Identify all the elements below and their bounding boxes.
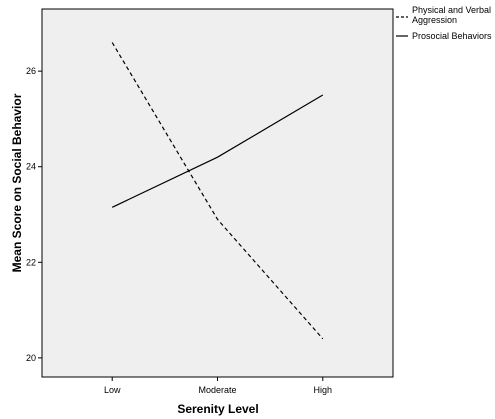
y-tick-label: 26 (26, 66, 36, 76)
y-tick-label: 24 (26, 162, 36, 172)
x-tick-label: Moderate (198, 385, 236, 395)
series-line (111, 42, 324, 340)
x-tick-label: High (314, 385, 333, 395)
x-axis-ticks: Low Moderate High (104, 377, 332, 395)
y-axis-title: Mean Score on Social Behavior (10, 93, 24, 272)
x-axis-title: Serenity Level (177, 402, 258, 416)
y-tick-label: 22 (26, 257, 36, 267)
x-tick-label: Low (104, 385, 121, 395)
legend: Physical and Verbal Aggression Prosocial B… (396, 5, 492, 41)
y-tick-label: 20 (26, 353, 36, 363)
legend-label: Physical and Verbal Aggression (412, 5, 491, 25)
series-lines (111, 42, 324, 340)
series-line (111, 94, 324, 208)
legend-label: Prosocial Behaviors (412, 31, 492, 41)
plot-background (41, 8, 394, 378)
plot-area (41, 8, 394, 378)
y-axis-ticks: 20 22 24 26 (26, 66, 42, 363)
